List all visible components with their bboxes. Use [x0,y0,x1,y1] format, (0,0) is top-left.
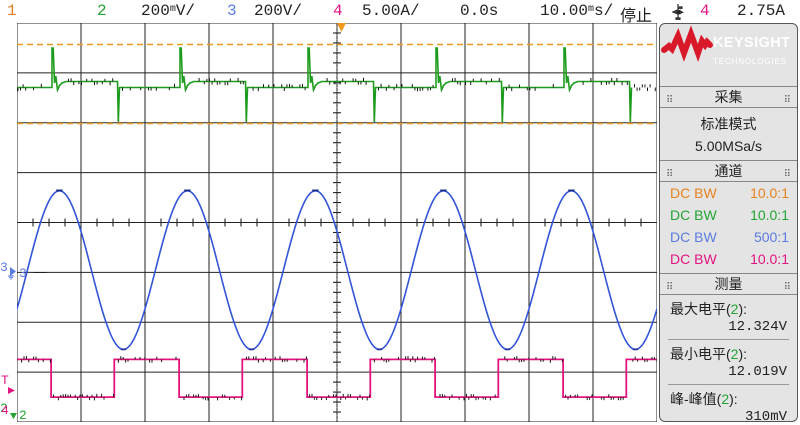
svg-text:3: 3 [0,260,8,275]
svg-text:T: T [1,373,9,388]
svg-text:2: 2 [19,408,27,422]
svg-text:4: 4 [1,403,9,418]
svg-text:3: 3 [19,266,27,281]
